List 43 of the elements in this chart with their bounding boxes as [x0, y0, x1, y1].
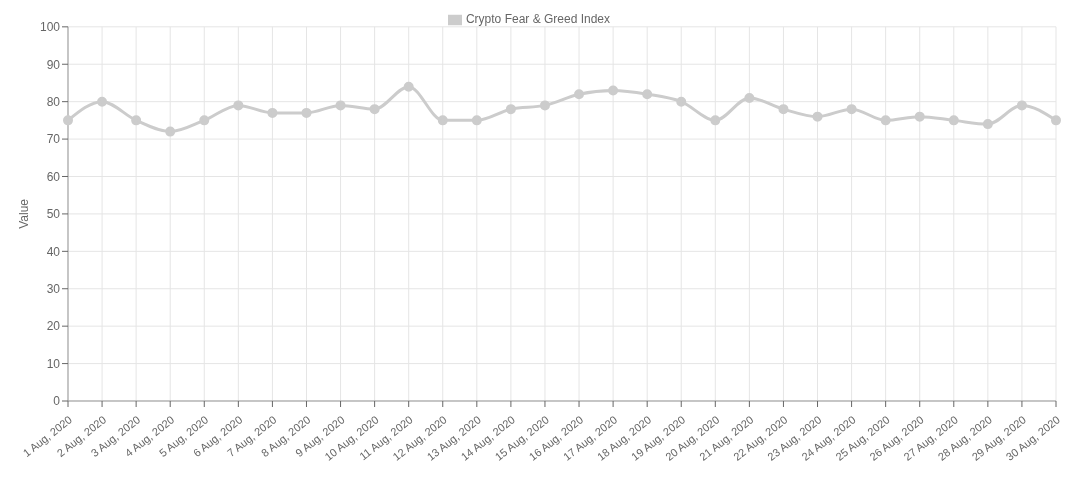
point [642, 89, 653, 100]
point [846, 104, 857, 115]
y-tick-label: 30 [46, 282, 61, 297]
point [437, 115, 448, 126]
point [471, 115, 482, 126]
point [335, 100, 346, 111]
point [744, 92, 755, 103]
point [812, 111, 823, 122]
point [982, 119, 993, 130]
point [880, 115, 891, 126]
y-tick-label: 90 [46, 57, 61, 72]
point [608, 85, 619, 96]
point [301, 107, 312, 118]
y-tick-label: 40 [46, 244, 61, 259]
point [233, 100, 244, 111]
point [710, 115, 721, 126]
point [948, 115, 959, 126]
point [505, 104, 516, 115]
y-tick-label: 50 [46, 207, 61, 222]
point [403, 81, 414, 92]
y-tick-label: 100 [39, 20, 61, 35]
legend-label: Crypto Fear & Greed Index [465, 12, 611, 26]
y-tick-label: 60 [46, 169, 61, 184]
point [131, 115, 142, 126]
y-tick-label: 10 [46, 356, 61, 371]
y-tick-label: 0 [53, 394, 61, 409]
point [369, 104, 380, 115]
point [574, 89, 585, 100]
point [199, 115, 210, 126]
y-axis-title: Value [17, 198, 32, 229]
point [914, 111, 925, 122]
y-tick-label: 70 [46, 132, 61, 147]
point [63, 115, 73, 126]
point [267, 107, 278, 118]
y-tick-label: 20 [46, 319, 61, 334]
point [165, 126, 176, 137]
point [97, 96, 108, 107]
point [778, 104, 789, 115]
point [539, 100, 550, 111]
y-tick-label: 80 [46, 94, 61, 109]
point [1016, 100, 1027, 111]
point [676, 96, 687, 107]
point [1051, 115, 1061, 126]
